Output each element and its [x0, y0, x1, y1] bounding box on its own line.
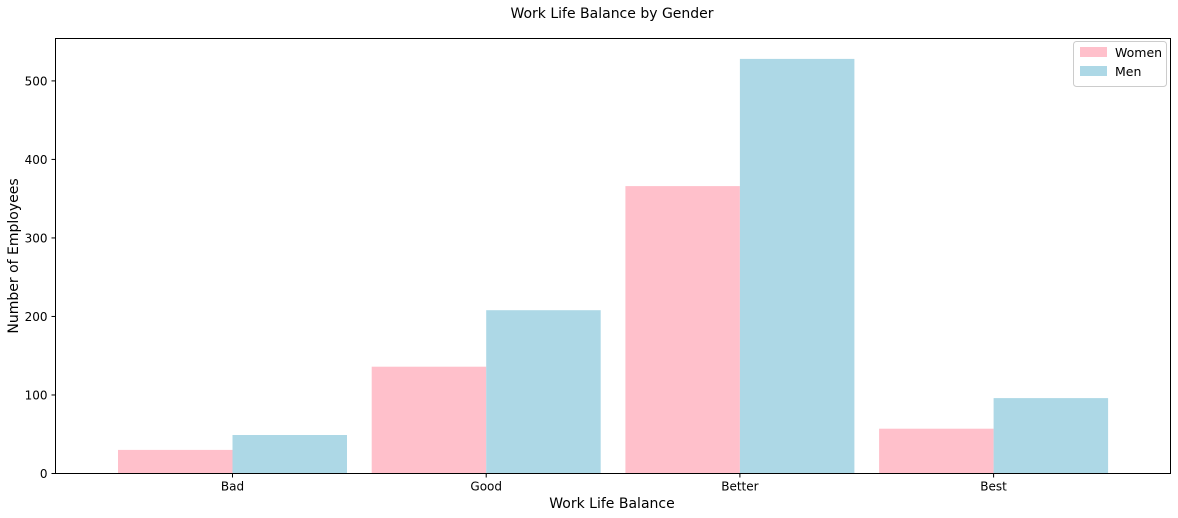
y-tick-label: 200: [25, 310, 48, 324]
x-tick-label: Bad: [221, 480, 244, 494]
y-tick-label: 500: [25, 74, 48, 88]
y-tick-label: 100: [25, 388, 48, 402]
bar-women-better: [625, 186, 740, 474]
legend-label-women: Women: [1115, 45, 1162, 60]
y-axis-title: Number of Employees: [6, 178, 22, 333]
x-axis-title: Work Life Balance: [549, 496, 674, 512]
bar-men-better: [739, 58, 855, 474]
y-tick-label: 0: [40, 467, 48, 481]
plot-area-frame: [55, 38, 1171, 474]
bar-men-good: [486, 310, 601, 474]
chart-title: Work Life Balance by Gender: [510, 6, 713, 22]
x-tick-label: Better: [721, 480, 758, 494]
x-tick-label: Best: [980, 480, 1007, 494]
y-tick-label: 300: [25, 231, 48, 245]
legend-label-men: Men: [1115, 64, 1141, 79]
legend: Women Men: [1073, 41, 1167, 87]
bar-women-bad: [118, 449, 233, 474]
bar-men-bad: [232, 435, 347, 474]
x-axis: Bad Good Better Best: [221, 473, 1007, 494]
bar-men-best: [993, 398, 1109, 474]
bars-layer: [118, 58, 1109, 474]
bar-women-best: [879, 428, 994, 474]
legend-swatch-men: [1080, 66, 1107, 76]
x-tick-label: Good: [470, 480, 502, 494]
bar-women-good: [371, 366, 487, 474]
legend-swatch-women: [1080, 47, 1107, 57]
y-axis: 0 100 200 300 400 500: [25, 74, 56, 481]
y-tick-label: 400: [25, 153, 48, 167]
